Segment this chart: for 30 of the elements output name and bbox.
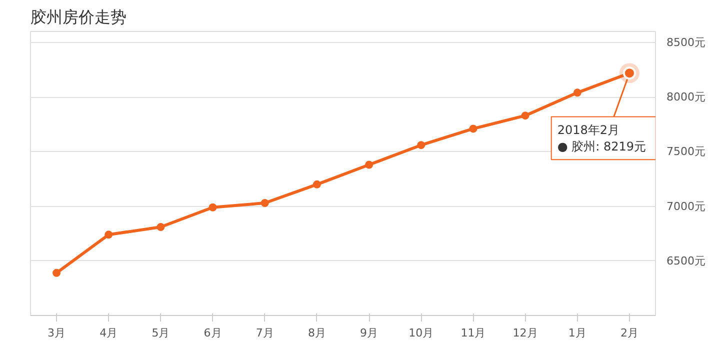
- point: [312, 180, 321, 188]
- point: [417, 141, 426, 150]
- x-tick-label: 9月: [360, 326, 378, 340]
- x-tick-label: 7月: [256, 326, 274, 340]
- x-tick-label: 12月: [512, 326, 538, 340]
- x-tick-label: 3月: [48, 326, 66, 340]
- point: [469, 124, 478, 133]
- point: [521, 112, 530, 120]
- y-tick-label: 7000元: [666, 200, 706, 213]
- x-tick-label: 5月: [152, 326, 170, 340]
- point: [208, 203, 217, 212]
- x-tick-label: 1月: [568, 326, 586, 340]
- annotation: 2018年2月 ● 胶州: 8219元: [557, 122, 646, 154]
- point: [52, 268, 61, 277]
- x-tick-label: 10月: [408, 326, 434, 340]
- y-tick-label: 6500元: [666, 254, 706, 268]
- point: [573, 88, 582, 97]
- x-tick-label: 6月: [204, 326, 222, 340]
- point: [260, 199, 269, 207]
- y-tick-label: 8500元: [666, 36, 706, 49]
- x-tick-label: 8月: [308, 326, 326, 340]
- point: [365, 160, 374, 169]
- y-tick-label: 8000元: [666, 90, 706, 104]
- chart-title: 胶州房价走势: [30, 8, 126, 26]
- x-tick-label: 4月: [100, 326, 118, 340]
- y-tick-label: 7500元: [666, 145, 706, 158]
- point: [104, 230, 113, 239]
- x-tick-label: 11月: [460, 326, 486, 340]
- x-tick-label: 2月: [620, 326, 638, 340]
- point: [156, 223, 165, 232]
